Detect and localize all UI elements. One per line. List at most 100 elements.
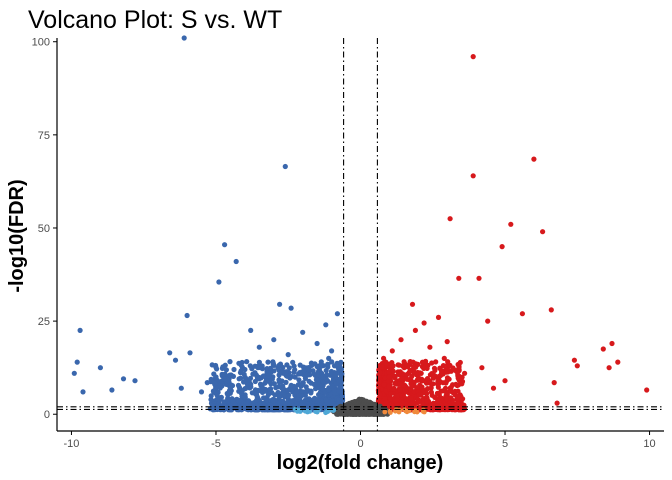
cloud-point-down	[220, 364, 226, 370]
cloud-point-down	[283, 407, 289, 413]
cloud-point-down	[217, 397, 223, 403]
cloud-point-down	[302, 392, 308, 398]
point-up	[441, 355, 447, 361]
point-down	[326, 355, 332, 361]
cloud-point-ns	[350, 411, 356, 417]
point-down	[187, 350, 193, 356]
point-up	[485, 318, 491, 324]
cloud-point-down	[238, 362, 244, 368]
cloud-point-up	[427, 407, 433, 413]
cloud-point-down	[238, 407, 244, 413]
point-up	[418, 370, 424, 376]
cloud-point-up	[421, 388, 428, 394]
cloud-point-up	[411, 364, 417, 370]
cloud-point-up	[450, 366, 456, 372]
cloud-point-down	[227, 372, 233, 378]
cloud-point-down	[325, 364, 331, 370]
cloud-point-up	[429, 371, 435, 377]
cloud-point-up	[459, 381, 465, 387]
cloud-point-ns	[334, 411, 340, 417]
point-up	[609, 340, 615, 347]
y-tick-label: 25	[38, 316, 50, 328]
cloud-point-down	[280, 387, 286, 393]
point-down	[288, 305, 294, 311]
cloud-point-up	[445, 376, 451, 382]
cloud-point-down	[285, 393, 291, 399]
cloud-point-up	[393, 397, 400, 403]
cloud-point-up	[389, 360, 395, 366]
low-sig-point	[382, 409, 388, 415]
cloud-point-ns	[359, 411, 365, 417]
point-up	[412, 327, 418, 333]
cloud-point-up	[455, 388, 461, 394]
cloud-point-down	[214, 366, 220, 372]
cloud-point-down	[269, 376, 275, 382]
cloud-point-up	[409, 383, 415, 389]
cloud-point-down	[325, 387, 331, 393]
point-up	[421, 320, 427, 326]
cloud-point-up	[428, 389, 434, 395]
point-up	[479, 365, 485, 371]
cloud-point-down	[259, 384, 265, 390]
point-down	[97, 365, 103, 371]
cloud-point-down	[315, 397, 321, 403]
point-down	[253, 372, 259, 378]
cloud-point-down	[262, 388, 268, 394]
cloud-point-up	[435, 398, 441, 404]
x-tick-label: -5	[211, 438, 221, 450]
point-down	[80, 389, 86, 395]
y-tick-label: 0	[44, 409, 50, 421]
point-down	[181, 35, 187, 41]
cloud-point-down	[280, 364, 286, 371]
cloud-point-up	[419, 359, 426, 365]
point-down	[132, 378, 138, 384]
cloud-point-down	[299, 402, 305, 408]
cloud-point-up	[385, 378, 392, 384]
cloud-point-up	[425, 362, 431, 368]
cloud-point-down	[323, 397, 329, 403]
cloud-point-up	[408, 359, 414, 365]
cloud-point-up	[431, 365, 438, 371]
cloud-point-down	[284, 362, 290, 368]
cloud-point-down	[266, 372, 272, 379]
point-down	[109, 387, 115, 393]
threshold-lines	[57, 38, 664, 431]
cloud-point-down	[208, 376, 214, 382]
point-up	[554, 400, 560, 406]
cloud-point-down	[256, 359, 262, 365]
low-sig-point	[388, 410, 393, 415]
point-down	[305, 366, 312, 373]
y-tick-label: 75	[38, 130, 50, 142]
cloud-point-down	[254, 393, 260, 399]
point-up	[615, 359, 621, 365]
cloud-point-down	[267, 365, 273, 371]
cloud-point-up	[433, 359, 439, 365]
cloud-point-down	[221, 376, 227, 382]
cloud-point-down	[300, 380, 306, 386]
cloud-point-up	[416, 392, 422, 398]
cloud-point-up	[404, 376, 410, 382]
point-down	[248, 381, 254, 387]
cloud-point-up	[381, 382, 387, 388]
cloud-point-down	[214, 406, 220, 413]
cloud-point-up	[440, 388, 446, 394]
cloud-point-up	[386, 369, 392, 375]
cloud-point-up	[397, 387, 403, 393]
point-up	[574, 363, 580, 369]
point-down	[282, 370, 288, 376]
low-sig-point	[296, 407, 302, 413]
point-up	[381, 355, 387, 361]
point-up	[606, 365, 612, 371]
cloud-point-up	[416, 398, 422, 405]
cloud-point-up	[444, 369, 450, 375]
cloud-point-up	[443, 402, 449, 408]
cloud-point-up	[402, 389, 409, 395]
low-sig-point	[293, 407, 298, 413]
point-down	[74, 359, 80, 365]
point-down	[216, 279, 222, 285]
point-down	[120, 376, 127, 382]
cloud-point-up	[389, 364, 395, 370]
cloud-point-down	[311, 371, 317, 377]
cloud-point-down	[242, 394, 248, 400]
point-up	[571, 357, 578, 363]
